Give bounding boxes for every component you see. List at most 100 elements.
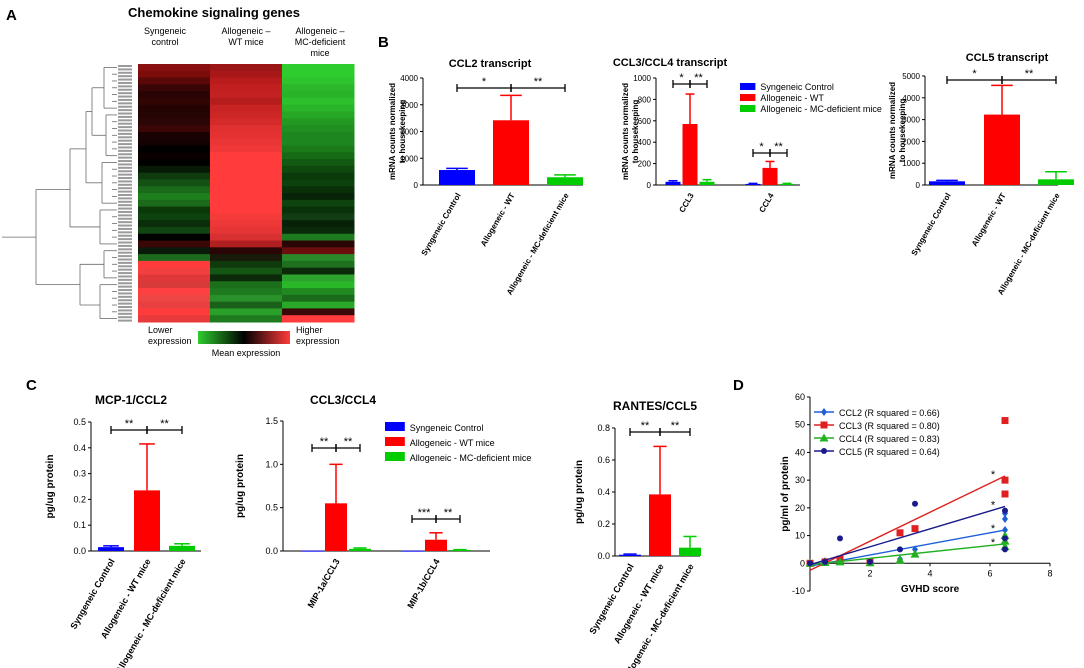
heatmap-row-label: [118, 146, 132, 149]
heatmap-cell: [282, 179, 355, 187]
heatmap-row-label: [118, 112, 132, 115]
y-axis-label-line: mRNA counts normalized: [888, 82, 897, 179]
bar: [449, 549, 471, 551]
heatmap-row-label: [118, 285, 132, 288]
data-point: [819, 433, 829, 442]
heatmap-cell: [138, 220, 211, 228]
significance-marker: **: [694, 72, 703, 84]
heatmap-cell: [282, 288, 355, 296]
bar: [699, 181, 715, 185]
bar: [349, 548, 371, 551]
y-tick-label: 20: [795, 503, 805, 513]
bar: [984, 114, 1020, 185]
heatmap-column-header-line: Allogeneic –: [295, 26, 344, 36]
heatmap-cell: [282, 64, 355, 72]
heatmap-cell: [210, 152, 283, 160]
heatmap-column-header-line: Syngeneic: [144, 26, 187, 36]
bar: [745, 183, 761, 185]
y-axis-label: pg/ug protein: [574, 460, 585, 524]
heatmap-cell: [138, 179, 211, 187]
heatmap-row-label: [118, 170, 132, 173]
heatmap-row-label: [118, 258, 132, 261]
y-axis-label-line: to housekeeping: [631, 100, 640, 164]
legend-swatch: [740, 105, 756, 112]
y-axis-label-line: pg/ug protein: [235, 454, 246, 518]
y-tick-label: 0.4: [597, 487, 610, 497]
y-tick-label: 0.3: [73, 469, 86, 479]
y-tick-label: 600: [638, 117, 652, 126]
heatmap-cell: [210, 186, 283, 194]
data-point: [820, 421, 828, 429]
heatmap-cell: [138, 193, 211, 201]
heatmap-cell: [210, 301, 283, 309]
heatmap-cell: [138, 84, 211, 92]
significance-marker: *: [759, 141, 764, 153]
heatmap-cell: [210, 240, 283, 248]
heatmap-cell: [138, 97, 211, 106]
heatmap-row-label: [118, 302, 132, 305]
data-point: [821, 448, 827, 454]
heatmap-row-label: [118, 251, 132, 254]
y-tick-label: 60: [795, 392, 805, 402]
heatmap-row-label: [118, 207, 132, 210]
heatmap-row-label: [118, 132, 132, 135]
heatmap-cell: [138, 172, 211, 180]
x-category-label: Syngeneic Control: [420, 192, 463, 258]
heatmap-cell: [210, 159, 283, 167]
heatmap-cell: [138, 233, 211, 242]
y-tick-label: 1000: [902, 159, 920, 168]
heatmap-cell: [282, 260, 355, 269]
heatmap-row-label: [118, 292, 132, 295]
heatmap-cell: [210, 254, 283, 262]
heatmap-cell: [138, 64, 211, 72]
heatmap-cell: [282, 213, 355, 221]
y-tick-label: 0.6: [597, 455, 610, 465]
chart-title: CCL2 transcript: [449, 58, 532, 70]
heatmap-cell: [210, 260, 283, 269]
heatmap-row-label: [118, 278, 132, 281]
heatmap-row-label: [118, 126, 132, 129]
heatmap-cell: [210, 220, 283, 228]
y-tick-label: -10: [792, 586, 805, 596]
legend-label: CCL2 (R squared = 0.66): [839, 408, 940, 418]
significance-marker: ***: [418, 507, 432, 519]
data-point: [821, 408, 827, 416]
x-tick-label: 4: [927, 568, 932, 578]
ccl3-ccl4-transcript-chart: CCL3/CCL4 transcript mRNA counts normaliz…: [613, 57, 800, 214]
x-category-label: Allogeneic - WT: [479, 191, 517, 248]
heatmap-cell: [282, 301, 355, 309]
heatmap-row-label: [118, 71, 132, 74]
y-axis-label: pg/ug protein: [45, 455, 56, 519]
heatmap-row-label: [118, 238, 132, 241]
heatmap-dendrogram: [2, 66, 117, 320]
heatmap-title: Chemokine signaling genes: [128, 5, 300, 20]
significance-marker: *: [482, 76, 487, 88]
bar: [547, 177, 583, 185]
heatmap-cell: [210, 70, 283, 79]
heatmap-row-label: [118, 136, 132, 139]
y-tick-label: 0: [916, 181, 921, 190]
y-tick-label: 2000: [902, 137, 920, 146]
heatmap-cell: [282, 77, 355, 85]
heatmap-cell: [210, 64, 283, 72]
legend-swatch: [385, 422, 405, 431]
significance-marker: **: [125, 418, 134, 430]
heatmap-cell: [210, 125, 283, 133]
heatmap-cell: [282, 97, 355, 106]
heatmap-row-label: [118, 221, 132, 224]
x-category-label: MIP-1a/CCL3: [306, 557, 342, 610]
heatmap-cell: [138, 199, 211, 208]
regression-line: [809, 505, 1006, 566]
y-tick-label: 800: [638, 95, 652, 104]
heatmap-cell: [210, 179, 283, 187]
heatmap-row-label: [118, 163, 132, 166]
heatmap-cell: [282, 84, 355, 92]
heatmap-cell: [138, 125, 211, 133]
panel-label-c: C: [26, 377, 37, 394]
heatmap-cell: [282, 247, 355, 255]
data-point: [1002, 507, 1008, 514]
heatmap-row-label: [118, 95, 132, 98]
y-tick-label: 4000: [902, 94, 920, 103]
heatmap-scale-low-label: Lower expression: [148, 325, 192, 346]
